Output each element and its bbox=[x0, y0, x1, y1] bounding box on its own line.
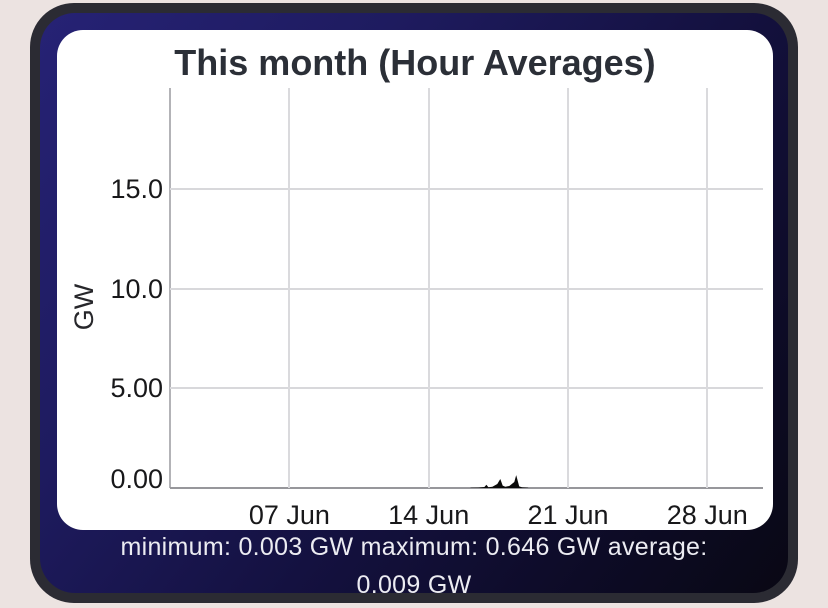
plot-area bbox=[169, 88, 763, 489]
x-tick-label: 21 Jun bbox=[527, 500, 609, 530]
x-axis-line bbox=[170, 487, 763, 489]
area-series-path bbox=[470, 475, 529, 488]
y-tick-label: 5.00 bbox=[110, 373, 163, 404]
x-tick-label: 14 Jun bbox=[388, 500, 470, 530]
x-tick-label: 07 Jun bbox=[248, 500, 330, 530]
chart-card: This month (Hour Averages) GW 0.00 5.00 10… bbox=[57, 30, 773, 530]
chart-title: This month (Hour Averages) bbox=[174, 42, 656, 83]
stats-line-2: 0.009 GW bbox=[356, 571, 472, 593]
gridline-horizontal bbox=[170, 387, 763, 390]
y-tick-label: 0.00 bbox=[110, 464, 163, 494]
screen-background: This month (Hour Averages) GW 0.00 5.00 10… bbox=[40, 13, 788, 593]
stats-text: minimum: 0.003 GW maximum: 0.646 GW aver… bbox=[40, 528, 788, 593]
gridline-vertical bbox=[427, 88, 430, 488]
area-series bbox=[470, 475, 529, 488]
gridline-vertical bbox=[288, 88, 291, 488]
device-frame: This month (Hour Averages) GW 0.00 5.00 10… bbox=[30, 3, 798, 603]
gridline-horizontal bbox=[170, 287, 763, 290]
gridline-vertical bbox=[566, 88, 569, 488]
y-tick-label: 15.0 bbox=[110, 174, 163, 205]
gridline-horizontal bbox=[170, 188, 763, 191]
x-tick-label: 28 Jun bbox=[666, 500, 748, 530]
stats-line-1: minimum: 0.003 GW maximum: 0.646 GW aver… bbox=[120, 533, 708, 561]
y-tick-label: 10.0 bbox=[110, 273, 163, 304]
gridline-vertical bbox=[706, 88, 709, 488]
